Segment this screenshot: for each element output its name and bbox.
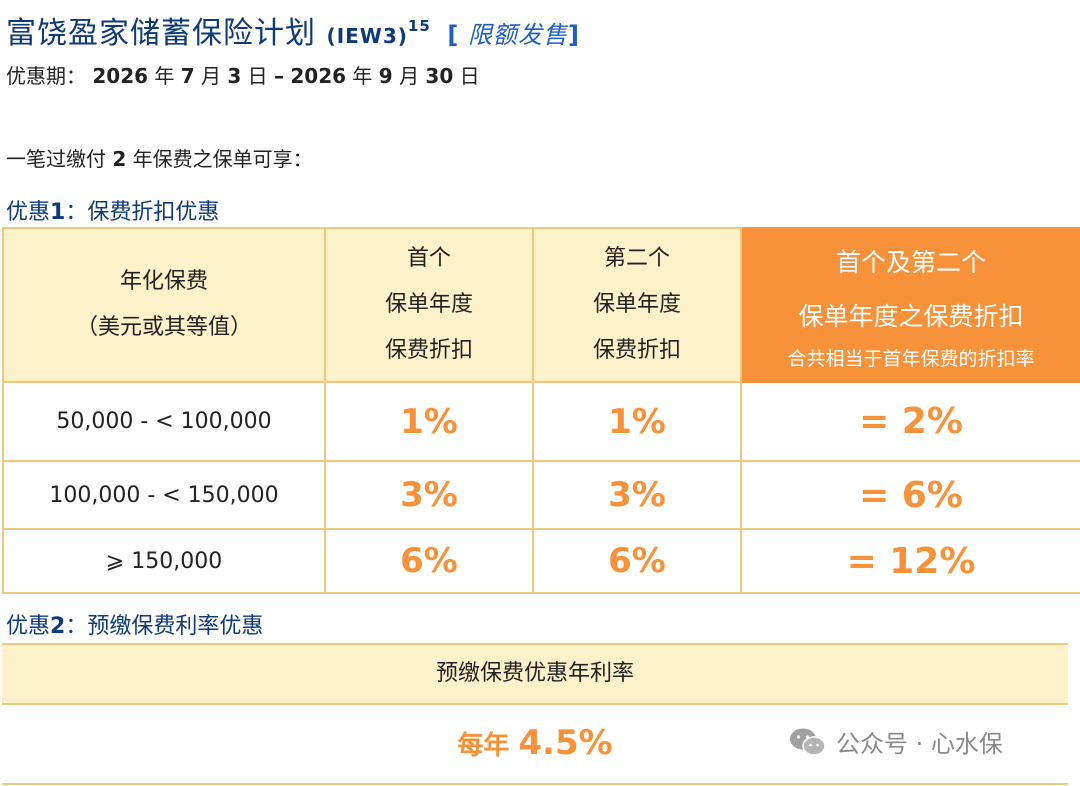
premium-range: 50,000 - < 100,000 bbox=[2, 381, 326, 462]
prepay-rate-header: 预缴保费优惠年利率 bbox=[2, 643, 1068, 705]
table-row: ⩾ 150,000 6% 6% = 12% bbox=[2, 528, 1080, 594]
prepay-rate-value: 每年 4.5% bbox=[2, 703, 1068, 785]
second-year-discount: 3% bbox=[532, 460, 742, 530]
eligibility-text: 一笔过缴付 2 年保费之保单可享： bbox=[6, 147, 313, 171]
total-discount: = 2% bbox=[740, 381, 1080, 462]
first-year-discount: 1% bbox=[324, 381, 534, 462]
discount-table: 年化保费 （美元或其等值） 首个 保单年度 保费折扣 第二个 保单年度 保费折扣… bbox=[2, 227, 1080, 594]
total-discount: = 12% bbox=[740, 528, 1080, 594]
premium-range: ⩾ 150,000 bbox=[2, 528, 326, 594]
second-year-discount: 1% bbox=[532, 381, 742, 462]
page-title: 富饶盈家储蓄保险计划 (IEW3)15 [ 限额发售] bbox=[6, 8, 580, 52]
offer2-heading: 优惠2：预缴保费利率优惠 bbox=[6, 614, 264, 639]
table-row: 100,000 - < 150,000 3% 3% = 6% bbox=[2, 460, 1080, 530]
header-annual-premium: 年化保费 （美元或其等值） bbox=[2, 227, 326, 383]
wechat-icon bbox=[790, 728, 826, 756]
offer-period: 优惠期： 2026 年 7 月 3 日 – 2026 年 9 月 30 日 bbox=[6, 64, 480, 88]
total-discount: = 6% bbox=[740, 460, 1080, 530]
table-header-row: 年化保费 （美元或其等值） 首个 保单年度 保费折扣 第二个 保单年度 保费折扣… bbox=[2, 227, 1080, 383]
header-first-year-discount: 首个 保单年度 保费折扣 bbox=[324, 227, 534, 383]
footnote-marker: 15 bbox=[407, 17, 431, 35]
title-text: 富饶盈家储蓄保险计划 bbox=[6, 16, 316, 51]
header-total-discount: 首个及第二个 保单年度之保费折扣 合共相当于首年保费的折扣率 bbox=[740, 227, 1080, 383]
watermark-text: 公众号 · 心水保 bbox=[836, 730, 1003, 758]
premium-range: 100,000 - < 150,000 bbox=[2, 460, 326, 530]
first-year-discount: 6% bbox=[324, 528, 534, 594]
offer1-heading: 优惠1：保费折扣优惠 bbox=[6, 200, 220, 225]
first-year-discount: 3% bbox=[324, 460, 534, 530]
second-year-discount: 6% bbox=[532, 528, 742, 594]
header-second-year-discount: 第二个 保单年度 保费折扣 bbox=[532, 227, 742, 383]
limited-offer-tag: [ 限额发售] bbox=[447, 21, 580, 49]
table-row: 50,000 - < 100,000 1% 1% = 2% bbox=[2, 381, 1080, 462]
watermark: 公众号 · 心水保 bbox=[788, 724, 1003, 759]
plan-code: (IEW3) bbox=[326, 24, 408, 48]
